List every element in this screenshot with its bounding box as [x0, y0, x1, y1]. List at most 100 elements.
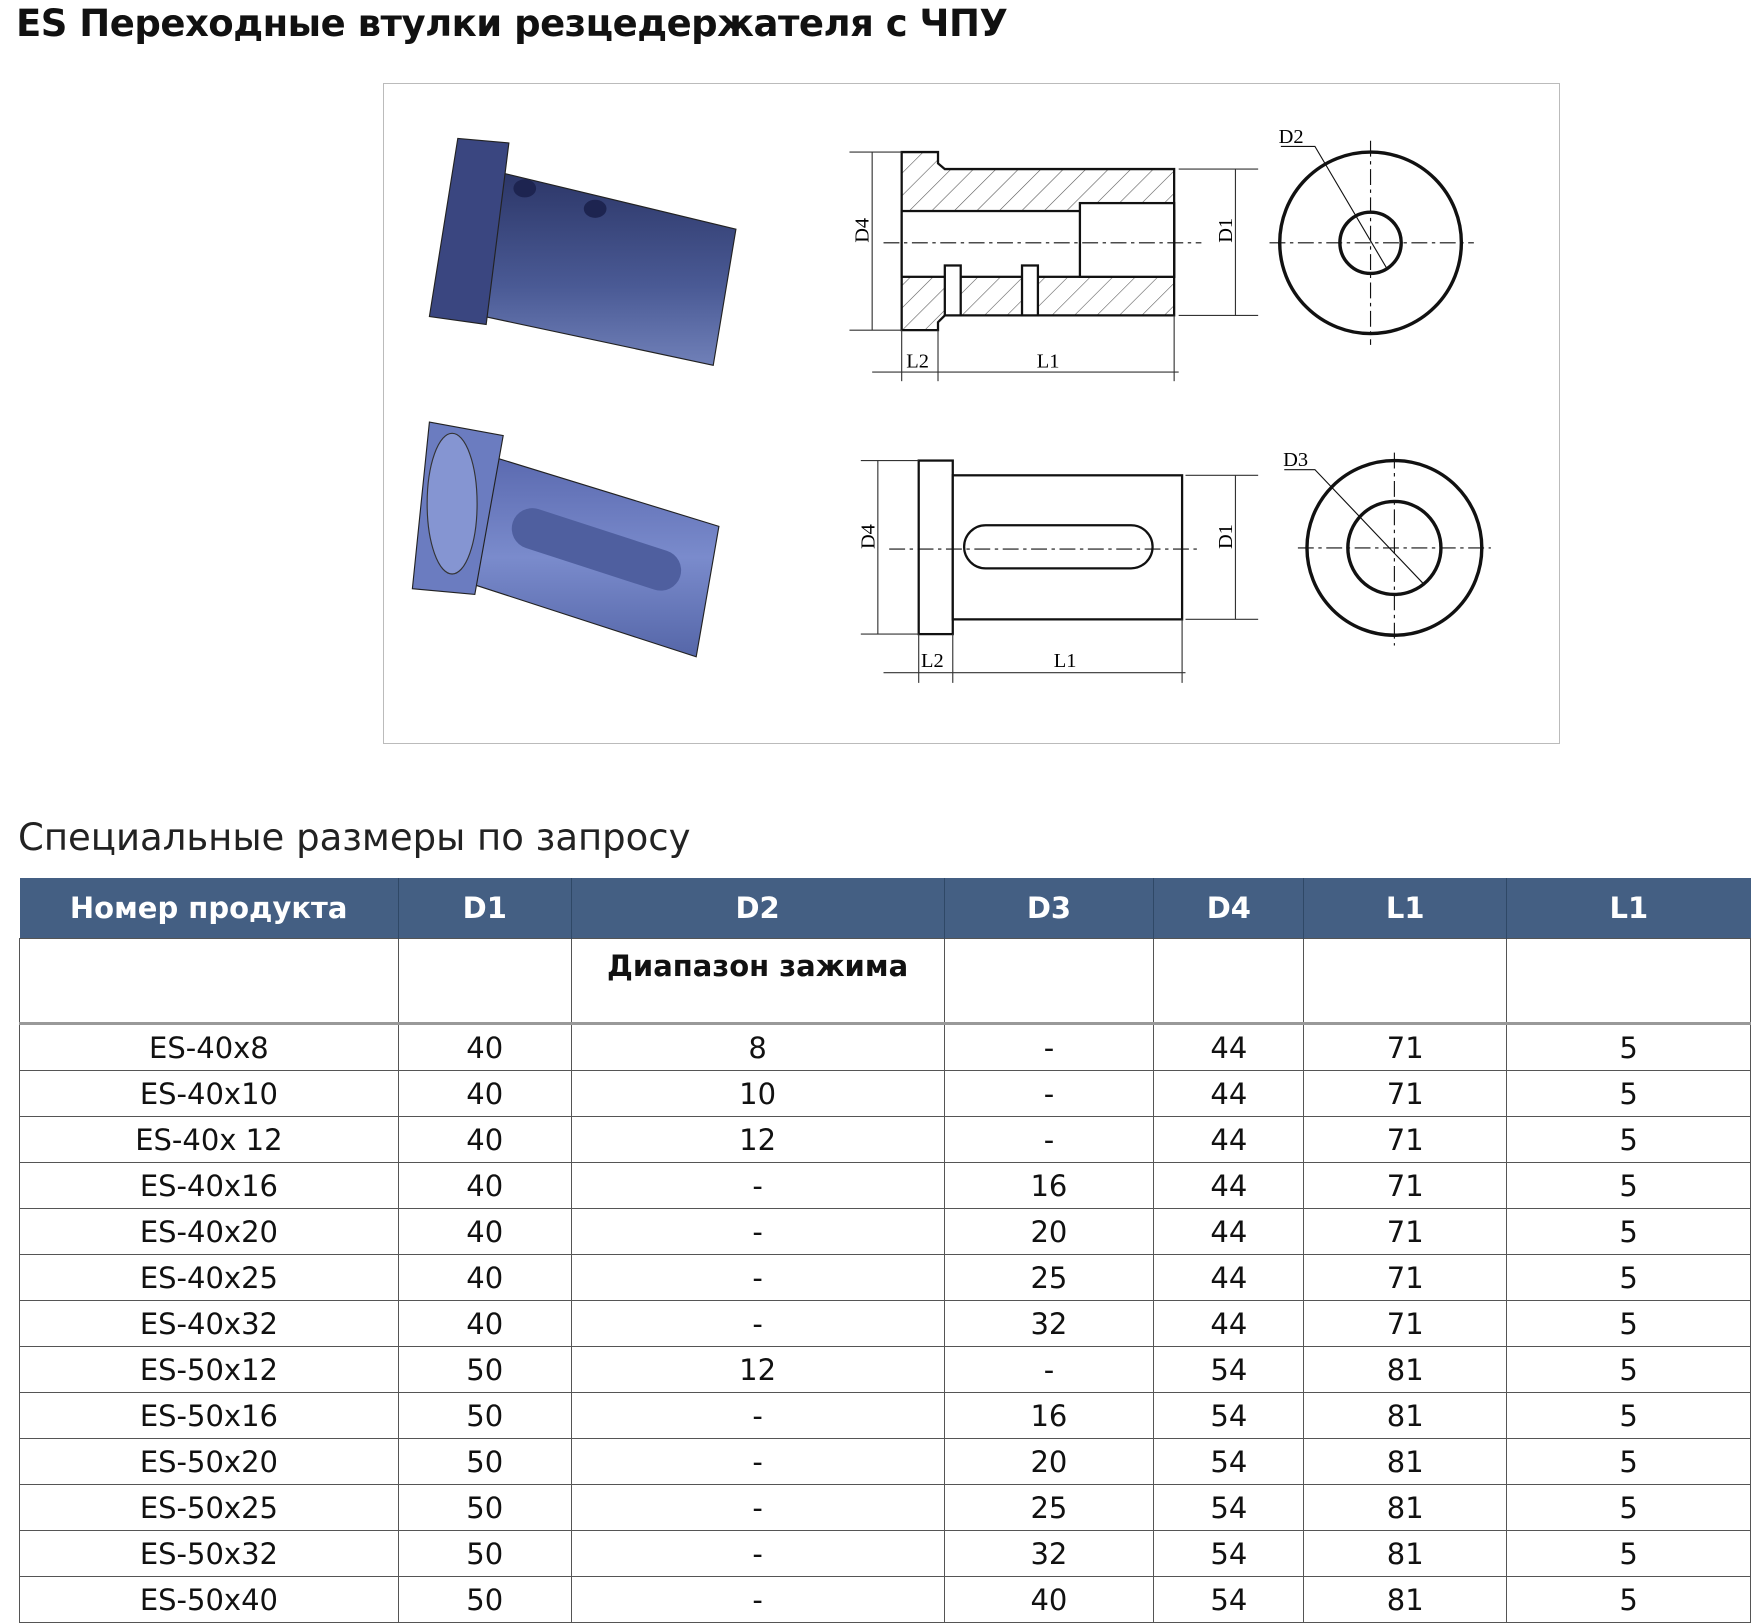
table-cell: - — [570, 1392, 945, 1439]
table-cell: 10 — [570, 1070, 945, 1117]
page-title: ES Переходные втулки резцедержателя с ЧП… — [16, 2, 1008, 45]
table-row: ES-40x16 40-16 44 71 5 — [19, 1162, 1751, 1209]
table-row: ES-50x40 50-40 54 81 5 — [19, 1576, 1751, 1623]
table-cell: 44 — [1153, 1070, 1305, 1117]
dimensions-bottom — [860, 460, 1259, 683]
label-d1: D1 — [1215, 218, 1237, 243]
table-cell: 20 — [943, 1208, 1155, 1255]
table-cell: ES-40x25 — [19, 1254, 399, 1301]
table-cell: - — [943, 1023, 1155, 1071]
table-row: ES-40x25 40-25 44 71 5 — [19, 1254, 1751, 1301]
table-cell: 8 — [570, 1023, 945, 1071]
bushing-3d-bottom — [411, 421, 720, 658]
table-cell: ES-50x16 — [19, 1392, 399, 1439]
label-l2: L2 — [906, 351, 929, 373]
table-cell: 44 — [1153, 1300, 1305, 1347]
table-row: ES-50x32 50-32 54 81 5 — [19, 1530, 1751, 1577]
table-cell: 71 — [1303, 1023, 1508, 1071]
table-cell: ES-50x20 — [19, 1438, 399, 1485]
table-cell: - — [570, 1576, 945, 1623]
table-cell: 81 — [1303, 1484, 1508, 1531]
table-cell: - — [943, 1346, 1155, 1393]
table-row: ES-50x20 50-20 54 81 5 — [19, 1438, 1751, 1485]
table-cell: 81 — [1303, 1576, 1508, 1623]
table-cell: 81 — [1303, 1392, 1508, 1439]
section-subtitle: Специальные размеры по запросу — [18, 816, 691, 859]
table-cell: 40 — [397, 1070, 572, 1117]
table-row: ES-50x12 50 12-54 81 5 — [19, 1346, 1751, 1393]
table-cell: ES-40x 12 — [19, 1116, 399, 1163]
table-cell: 54 — [1153, 1346, 1305, 1393]
table-cell: 50 — [397, 1392, 572, 1439]
table-row: ES-50x16 50-16 54 81 5 — [19, 1392, 1751, 1439]
dimensions-top — [849, 151, 1259, 382]
technical-drawing: D4 D1 L2 L1 D2 D4 D1 L2 L1 D3 — [383, 83, 1560, 744]
column-header: L1 — [1506, 878, 1751, 939]
table-cell: 44 — [1153, 1162, 1305, 1209]
table-cell: - — [570, 1300, 945, 1347]
table-cell: 5 — [1506, 1530, 1751, 1577]
column-header: Номер продукта — [19, 878, 399, 939]
table-cell: 40 — [943, 1576, 1155, 1623]
table-cell: 20 — [943, 1438, 1155, 1485]
table-cell: 50 — [397, 1484, 572, 1531]
table-cell: 40 — [397, 1023, 572, 1071]
table-row: ES-40x8 40 8-44 71 5 — [19, 1023, 1751, 1071]
table-cell: 54 — [1153, 1530, 1305, 1577]
table-cell: 5 — [1506, 1438, 1751, 1485]
table-cell: - — [943, 1070, 1155, 1117]
table-cell: 71 — [1303, 1162, 1508, 1209]
table-cell: 50 — [397, 1346, 572, 1393]
table-cell: 16 — [943, 1392, 1155, 1439]
table-cell: 5 — [1506, 1576, 1751, 1623]
table-cell: 5 — [1506, 1208, 1751, 1255]
table-cell: 44 — [1153, 1116, 1305, 1163]
label-l2-bottom: L2 — [921, 650, 944, 672]
table-cell: 5 — [1506, 1484, 1751, 1531]
label-l1-bottom: L1 — [1054, 650, 1077, 672]
table-cell: 50 — [397, 1438, 572, 1485]
table-cell: 71 — [1303, 1070, 1508, 1117]
table-cell: 32 — [943, 1530, 1155, 1577]
table-cell: 12 — [570, 1116, 945, 1163]
label-d3: D3 — [1283, 449, 1308, 471]
table-cell: 54 — [1153, 1392, 1305, 1439]
table-row: ES-40x10 40 10-44 71 5 — [19, 1070, 1751, 1117]
table-cell: 5 — [1506, 1023, 1751, 1071]
side-view-bottom — [889, 459, 1202, 636]
table-row: ES-40x32 40-32 44 71 5 — [19, 1300, 1751, 1347]
table-cell: - — [943, 1116, 1155, 1163]
table-cell: 50 — [397, 1576, 572, 1623]
table-cell: ES-40x8 — [19, 1023, 399, 1071]
table-cell: ES-50x40 — [19, 1576, 399, 1623]
table-cell: ES-40x16 — [19, 1162, 399, 1209]
label-l1: L1 — [1037, 351, 1060, 373]
section-view-top — [883, 150, 1202, 332]
table-cell: ES-50x32 — [19, 1530, 399, 1577]
table-cell: 5 — [1506, 1392, 1751, 1439]
column-header: D3 — [943, 878, 1154, 939]
table-cell: ES-40x10 — [19, 1070, 399, 1117]
table-cell: 81 — [1303, 1346, 1508, 1393]
table-cell: 5 — [1506, 1070, 1751, 1117]
table-cell: 44 — [1153, 1208, 1305, 1255]
table-cell: 5 — [1506, 1300, 1751, 1347]
table-cell: 54 — [1153, 1484, 1305, 1531]
table-cell: 50 — [397, 1530, 572, 1577]
table-cell: 25 — [943, 1254, 1155, 1301]
table-cell: 71 — [1303, 1208, 1508, 1255]
end-view-top — [1269, 140, 1474, 345]
table-cell: ES-50x25 — [19, 1484, 399, 1531]
table-cell: 71 — [1303, 1116, 1508, 1163]
column-header: D4 — [1153, 878, 1304, 939]
table-row: ES-40x 12 40 12-44 71 5 — [19, 1116, 1751, 1163]
table-cell: 5 — [1506, 1162, 1751, 1209]
table-cell: 40 — [397, 1300, 572, 1347]
table-cell: - — [570, 1438, 945, 1485]
label-d4: D4 — [852, 218, 874, 243]
table-cell: - — [570, 1208, 945, 1255]
table-cell: 44 — [1153, 1254, 1305, 1301]
label-d4-bottom: D4 — [857, 524, 879, 549]
table-cell: 40 — [397, 1162, 572, 1209]
table-cell: 44 — [1153, 1023, 1305, 1071]
